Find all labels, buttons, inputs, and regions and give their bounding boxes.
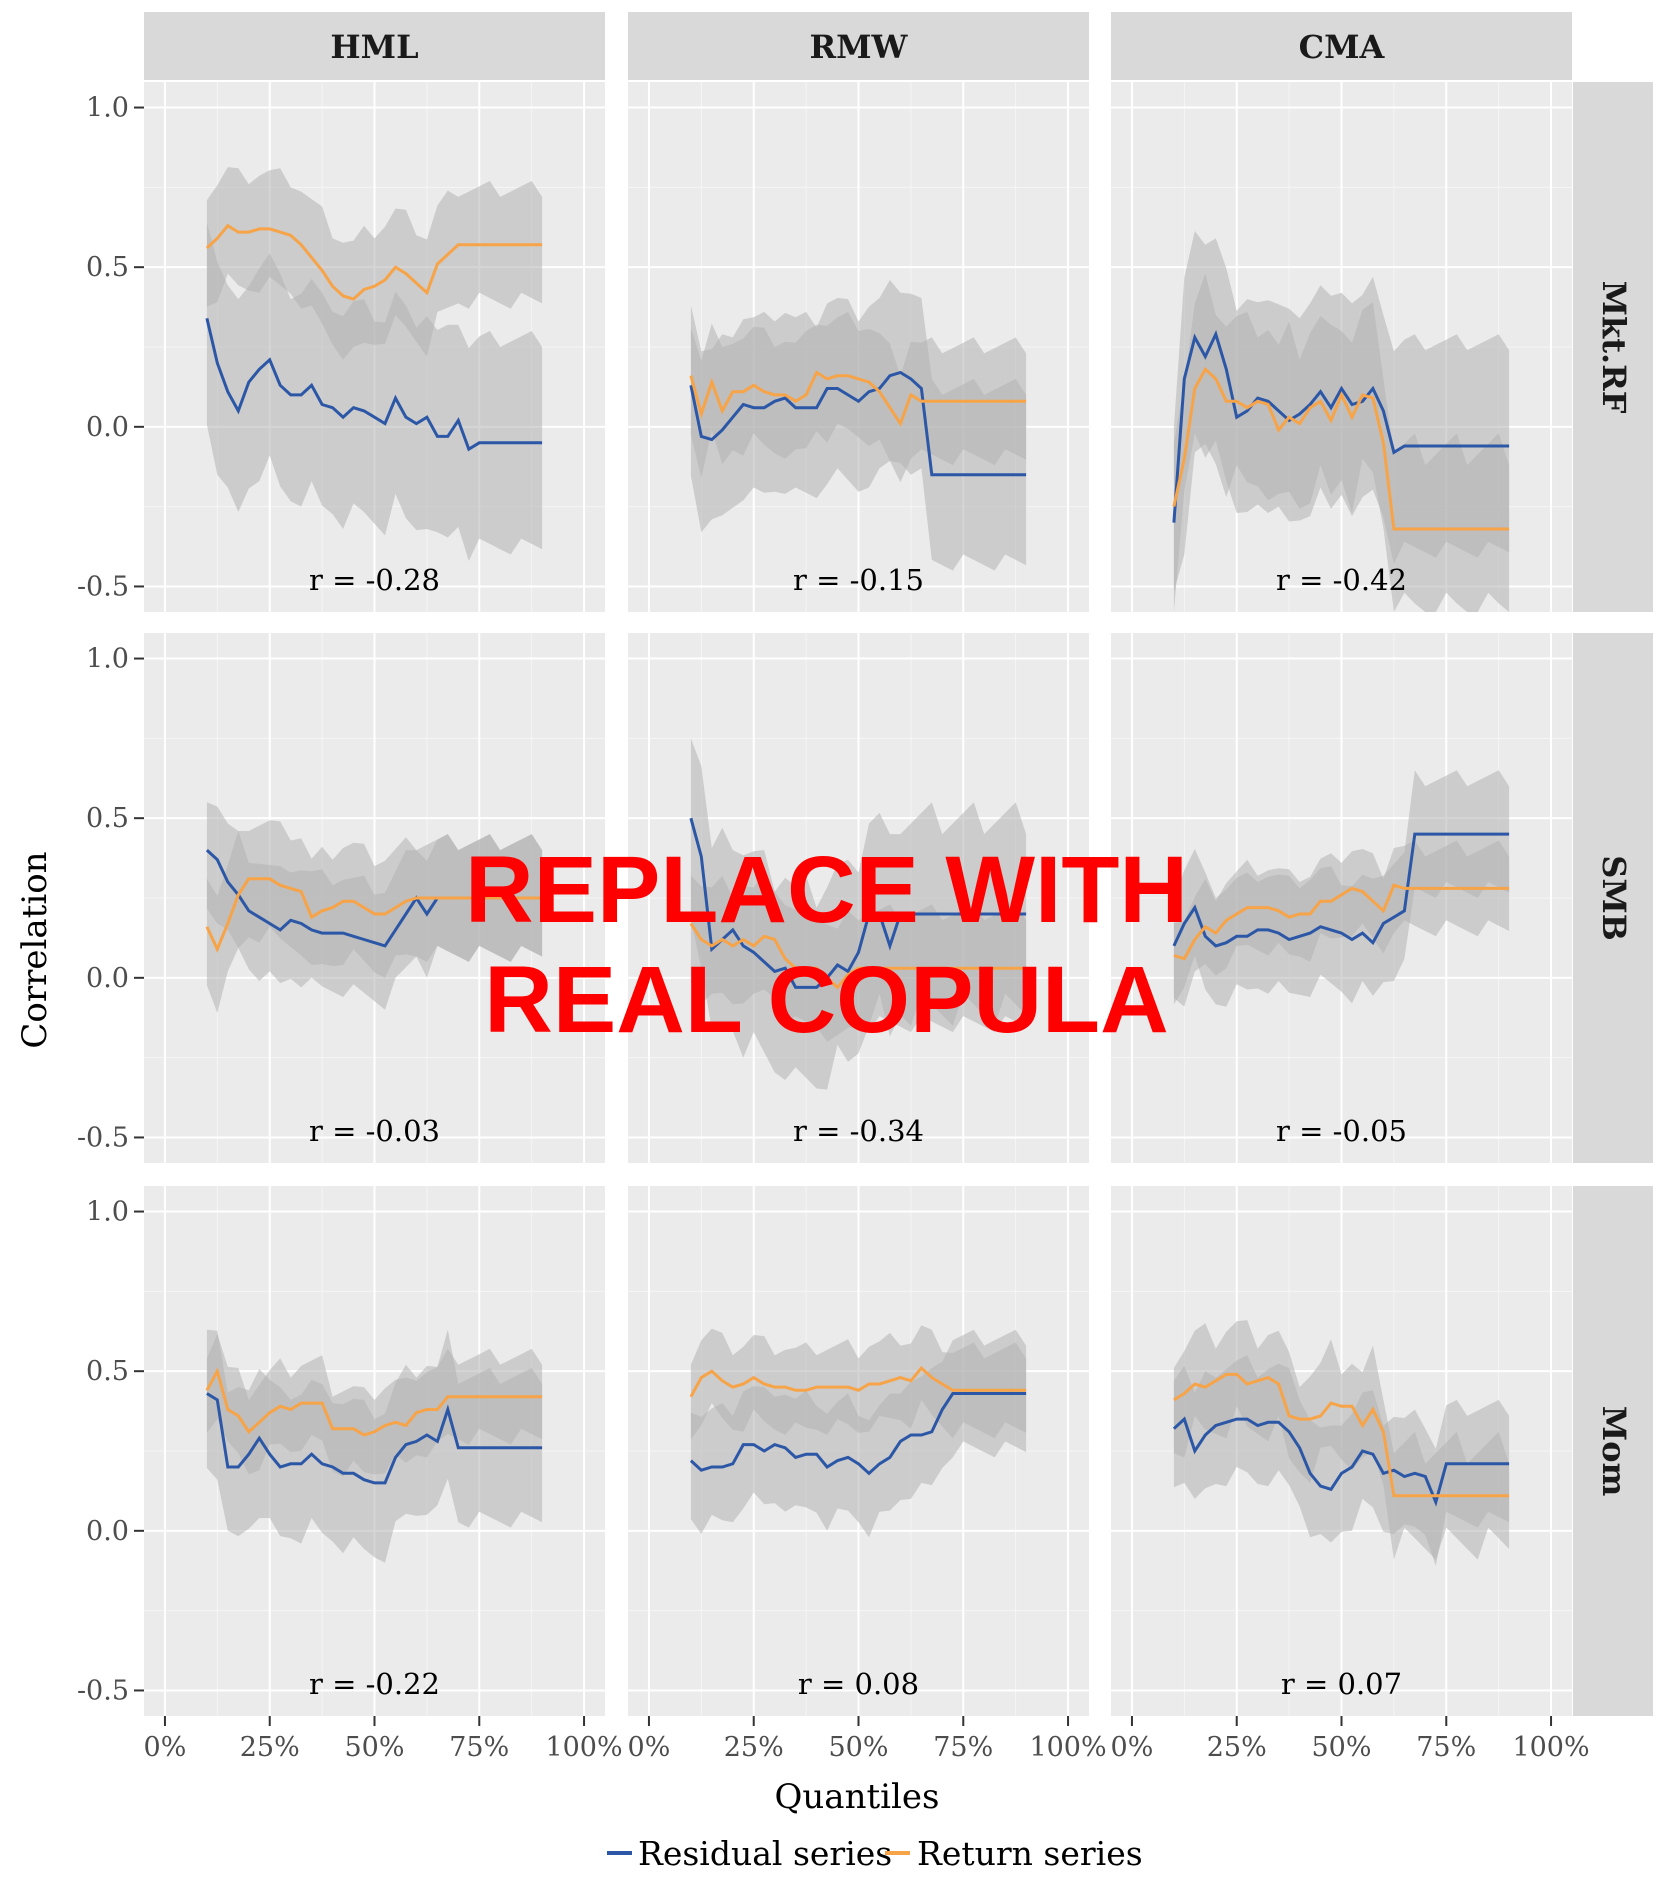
strip-label-rmw: RMW bbox=[810, 28, 909, 66]
panel-smb-hml: r = -0.03 bbox=[144, 633, 605, 1163]
confidence-band-residual bbox=[206, 222, 543, 561]
x-tick-label: 100% bbox=[1512, 1732, 1589, 1763]
y-tick-label: 0.0 bbox=[86, 1516, 129, 1547]
x-tick-label: 75% bbox=[1416, 1732, 1476, 1763]
x-tick-label: 50% bbox=[344, 1732, 404, 1763]
x-tick-label: 75% bbox=[449, 1732, 509, 1763]
series-line-return bbox=[689, 370, 1027, 427]
x-tick-label: 25% bbox=[724, 1732, 784, 1763]
x-tick-label: 0% bbox=[1111, 1732, 1154, 1763]
series-line-return bbox=[689, 1365, 1027, 1398]
legend-label-return: Return series bbox=[917, 1834, 1143, 1873]
x-tick-label: 75% bbox=[933, 1732, 993, 1763]
confidence-band-return bbox=[1173, 273, 1510, 612]
panel-mom-rmw: r = 0.08 bbox=[628, 1186, 1089, 1716]
panel-mkt-rf-rmw: r = -0.15 bbox=[628, 82, 1089, 612]
strip-col-hml bbox=[144, 12, 605, 80]
x-tick-label: 0% bbox=[628, 1732, 671, 1763]
confidence-band-return bbox=[690, 872, 1027, 1042]
series-line-residual bbox=[1172, 832, 1510, 948]
strip-col-cma bbox=[1111, 12, 1572, 80]
series-line-return bbox=[205, 877, 543, 953]
series-line-residual bbox=[206, 1392, 543, 1485]
y-axis-title: Correlation bbox=[15, 851, 55, 1048]
panels-layer: HML RMW CMA Mkt.RF SMB Mom r = -0.28 r = -0.15 r… bbox=[77, 12, 1653, 1763]
confidence-band-return bbox=[206, 167, 543, 360]
confidence-band-return bbox=[1173, 840, 1510, 1007]
y-tick-label: 1.0 bbox=[86, 93, 129, 124]
series-line-return bbox=[205, 223, 543, 301]
y-tick-label: 0.5 bbox=[86, 803, 129, 834]
strip-label-hml: HML bbox=[330, 28, 418, 66]
y-tick-label: 0.0 bbox=[86, 412, 129, 443]
strip-label-smb: SMB bbox=[1595, 855, 1633, 941]
panel-mom-cma: r = 0.07 bbox=[1111, 1186, 1572, 1716]
strip-row-smb bbox=[1573, 633, 1653, 1163]
correlation-label: r = -0.05 bbox=[1276, 1114, 1407, 1148]
series-line-residual bbox=[1172, 330, 1510, 523]
y-tick-label: 0.0 bbox=[86, 963, 129, 994]
confidence-band-return bbox=[690, 311, 1027, 483]
strip-row-mkt-rf bbox=[1573, 82, 1653, 612]
correlation-label: r = -0.22 bbox=[309, 1667, 440, 1701]
y-tick-label: 0.5 bbox=[86, 252, 129, 283]
legend-label-residual: Residual series bbox=[638, 1834, 892, 1873]
y-tick-label: 1.0 bbox=[86, 644, 129, 675]
confidence-band-return bbox=[206, 1333, 543, 1477]
correlation-label: r = -0.34 bbox=[793, 1114, 924, 1148]
panel-mkt-rf-cma: r = -0.42 bbox=[1111, 82, 1572, 612]
confidence-band-return bbox=[206, 820, 543, 1013]
y-tick-label: -0.5 bbox=[77, 571, 129, 602]
correlation-label: r = -0.42 bbox=[1276, 563, 1407, 597]
series-line-return bbox=[1172, 366, 1510, 531]
series-line-return bbox=[205, 1367, 543, 1437]
series-line-return bbox=[1173, 883, 1510, 961]
x-tick-label: 25% bbox=[1207, 1732, 1267, 1763]
series-line-return bbox=[689, 922, 1027, 990]
series-line-return bbox=[1173, 1372, 1510, 1498]
strip-label-mom: Mom bbox=[1595, 1406, 1633, 1497]
x-tick-label: 25% bbox=[240, 1732, 300, 1763]
x-tick-label: 50% bbox=[828, 1732, 888, 1763]
strip-label-cma: CMA bbox=[1299, 28, 1386, 66]
series-line-residual bbox=[689, 817, 1027, 989]
strip-col-rmw bbox=[628, 12, 1089, 80]
series-line-residual bbox=[205, 317, 543, 452]
correlation-label: r = 0.07 bbox=[1281, 1667, 1402, 1701]
series-line-residual bbox=[689, 370, 1027, 477]
series-line-residual bbox=[1172, 1416, 1510, 1507]
correlation-label: r = -0.15 bbox=[793, 563, 924, 597]
strip-row-mom bbox=[1573, 1186, 1653, 1716]
panel-smb-cma: r = -0.05 bbox=[1111, 633, 1572, 1163]
panel-mom-hml: r = -0.22 bbox=[144, 1186, 605, 1716]
x-axis-title: Quantiles bbox=[775, 1777, 940, 1817]
x-tick-label: 50% bbox=[1311, 1732, 1371, 1763]
series-line-residual bbox=[689, 1392, 1027, 1476]
correlation-label: r = -0.03 bbox=[309, 1114, 440, 1148]
x-tick-label: 100% bbox=[545, 1732, 622, 1763]
legend: Residual series Return series bbox=[607, 1834, 1143, 1873]
y-tick-label: 0.5 bbox=[86, 1356, 129, 1387]
y-tick-label: -0.5 bbox=[77, 1122, 129, 1153]
panel-smb-rmw: r = -0.34 bbox=[628, 633, 1089, 1163]
correlation-label: r = -0.28 bbox=[309, 563, 440, 597]
strip-label-mkt-rf: Mkt.RF bbox=[1595, 281, 1633, 414]
x-tick-label: 0% bbox=[144, 1732, 187, 1763]
panel-mkt-rf-hml: r = -0.28 bbox=[144, 82, 605, 612]
y-tick-label: -0.5 bbox=[77, 1675, 129, 1706]
x-tick-label: 100% bbox=[1029, 1732, 1106, 1763]
correlation-label: r = 0.08 bbox=[798, 1667, 919, 1701]
y-tick-label: 1.0 bbox=[86, 1197, 129, 1228]
